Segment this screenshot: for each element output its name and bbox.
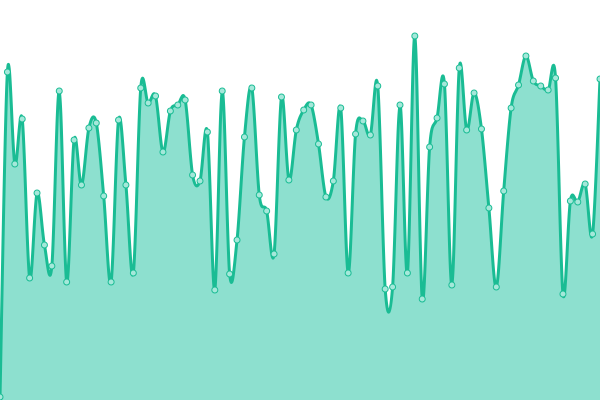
data-point-55[interactable] [403, 269, 411, 277]
data-point-56[interactable] [411, 32, 419, 40]
data-point-24[interactable] [174, 101, 182, 109]
data-point-17[interactable] [122, 181, 130, 189]
data-point-46[interactable] [337, 104, 345, 112]
data-point-67[interactable] [492, 283, 500, 291]
data-point-64[interactable] [470, 89, 478, 97]
data-point-50[interactable] [366, 131, 374, 139]
data-point-65[interactable] [477, 125, 485, 133]
data-point-9[interactable] [63, 278, 71, 286]
data-point-43[interactable] [315, 140, 323, 148]
data-point-58[interactable] [426, 143, 434, 151]
data-point-81[interactable] [596, 75, 600, 83]
data-point-51[interactable] [374, 82, 382, 90]
data-point-3[interactable] [18, 115, 26, 123]
data-point-69[interactable] [507, 104, 515, 112]
data-point-28[interactable] [203, 128, 211, 136]
data-point-33[interactable] [240, 133, 248, 141]
data-point-60[interactable] [440, 80, 448, 88]
data-point-45[interactable] [329, 177, 337, 185]
data-point-12[interactable] [85, 124, 93, 132]
data-point-34[interactable] [248, 84, 256, 92]
data-point-1[interactable] [3, 68, 11, 76]
data-point-66[interactable] [485, 204, 493, 212]
data-point-2[interactable] [11, 160, 19, 168]
data-point-41[interactable] [300, 106, 308, 114]
data-point-26[interactable] [189, 171, 197, 179]
data-point-77[interactable] [566, 197, 574, 205]
data-point-8[interactable] [55, 87, 63, 95]
data-point-31[interactable] [226, 270, 234, 278]
data-point-35[interactable] [255, 191, 263, 199]
data-point-71[interactable] [522, 52, 530, 60]
data-point-80[interactable] [589, 230, 597, 238]
data-point-23[interactable] [166, 107, 174, 115]
data-point-11[interactable] [77, 181, 85, 189]
data-point-70[interactable] [515, 81, 523, 89]
data-point-78[interactable] [574, 198, 582, 206]
data-point-22[interactable] [159, 148, 167, 156]
data-point-75[interactable] [552, 74, 560, 82]
data-points [0, 32, 600, 400]
data-point-54[interactable] [396, 101, 404, 109]
data-point-53[interactable] [389, 283, 397, 291]
data-point-4[interactable] [26, 274, 34, 282]
data-point-25[interactable] [181, 96, 189, 104]
data-point-15[interactable] [107, 278, 115, 286]
data-point-44[interactable] [322, 193, 330, 201]
data-point-20[interactable] [144, 99, 152, 107]
data-point-73[interactable] [537, 82, 545, 90]
data-point-19[interactable] [137, 84, 145, 92]
data-point-16[interactable] [115, 116, 123, 124]
data-point-59[interactable] [433, 114, 441, 122]
data-point-32[interactable] [233, 236, 241, 244]
data-point-40[interactable] [292, 126, 300, 134]
data-point-27[interactable] [196, 177, 204, 185]
data-point-30[interactable] [218, 87, 226, 95]
data-point-18[interactable] [129, 269, 137, 277]
data-point-79[interactable] [581, 180, 589, 188]
data-point-37[interactable] [270, 250, 278, 258]
data-point-36[interactable] [263, 207, 271, 215]
data-point-49[interactable] [359, 117, 367, 125]
data-point-5[interactable] [33, 189, 41, 197]
data-point-39[interactable] [285, 176, 293, 184]
series-line [0, 34, 600, 398]
data-point-57[interactable] [418, 295, 426, 303]
data-point-6[interactable] [40, 241, 48, 249]
data-point-76[interactable] [559, 290, 567, 298]
data-point-47[interactable] [344, 269, 352, 277]
data-point-38[interactable] [277, 93, 285, 101]
data-point-63[interactable] [463, 126, 471, 134]
data-point-21[interactable] [152, 92, 160, 100]
data-point-62[interactable] [455, 64, 463, 72]
data-point-14[interactable] [100, 192, 108, 200]
data-point-74[interactable] [544, 86, 552, 94]
data-point-7[interactable] [48, 262, 56, 270]
data-point-61[interactable] [448, 281, 456, 289]
data-point-0[interactable] [0, 393, 4, 400]
data-point-68[interactable] [500, 187, 508, 195]
data-point-13[interactable] [92, 119, 100, 127]
data-point-48[interactable] [352, 130, 360, 138]
data-point-42[interactable] [307, 101, 315, 109]
area-fill [0, 35, 600, 400]
data-point-10[interactable] [70, 136, 78, 144]
data-point-52[interactable] [381, 285, 389, 293]
data-point-29[interactable] [211, 286, 219, 294]
data-point-72[interactable] [529, 77, 537, 85]
